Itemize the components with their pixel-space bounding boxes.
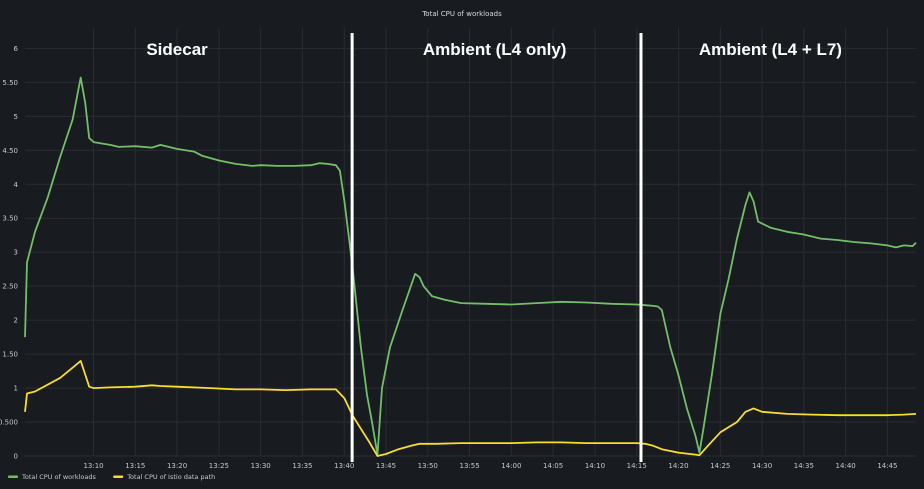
y-tick-label: 3 xyxy=(14,249,18,257)
x-tick-label: 13:45 xyxy=(376,462,396,470)
x-tick-label: 14:45 xyxy=(877,462,897,470)
x-tick-label: 13:35 xyxy=(292,462,312,470)
y-tick-label: 5 xyxy=(14,113,18,121)
x-axis: 13:10 13:15 13:20 13:25 13:30 13:35 13:40 13:45… xyxy=(83,462,897,470)
x-tick-label: 13:20 xyxy=(167,462,187,470)
y-tick-label: 0 xyxy=(14,453,18,461)
x-tick-label: 14:05 xyxy=(543,462,563,470)
legend-entry: Total CPU of workloads xyxy=(21,473,96,481)
legend-entry: Total CPU of Istio data path xyxy=(126,473,215,481)
x-tick-label: 14:00 xyxy=(501,462,521,470)
x-tick-label: 14:20 xyxy=(668,462,688,470)
grid xyxy=(25,28,916,456)
x-tick-label: 13:40 xyxy=(334,462,354,470)
series-lines xyxy=(25,78,916,456)
region-label: Ambient (L4 only) xyxy=(423,40,567,59)
y-tick-label: 4 xyxy=(14,181,19,189)
y-axis: 0 0.500 1 1.50 2 2.50 3 3.50 4 4.50 5 5.50 6 xyxy=(0,45,19,461)
chart-title: Total CPU of workloads xyxy=(421,10,502,18)
legend-swatch xyxy=(8,476,18,479)
x-tick-label: 13:50 xyxy=(418,462,438,470)
y-tick-label: 0.500 xyxy=(0,419,18,427)
x-tick-label: 14:40 xyxy=(836,462,856,470)
x-tick-label: 14:35 xyxy=(794,462,814,470)
x-tick-label: 13:30 xyxy=(251,462,271,470)
region-label: Sidecar xyxy=(146,40,208,59)
x-tick-label: 13:25 xyxy=(209,462,229,470)
legend[interactable]: Total CPU of workloads Total CPU of Istio… xyxy=(8,473,215,481)
x-tick-label: 13:55 xyxy=(460,462,480,470)
y-tick-label: 1.50 xyxy=(2,351,18,359)
y-tick-label: 2.50 xyxy=(2,283,18,291)
region-label: Ambient (L4 + L7) xyxy=(699,40,842,59)
x-tick-label: 13:10 xyxy=(83,462,103,470)
y-tick-label: 6 xyxy=(14,45,19,53)
region-dividers xyxy=(352,33,641,462)
x-tick-label: 14:15 xyxy=(627,462,647,470)
y-tick-label: 3.50 xyxy=(2,215,18,223)
x-tick-label: 14:10 xyxy=(585,462,605,470)
x-tick-label: 14:30 xyxy=(752,462,772,470)
x-tick-label: 13:15 xyxy=(125,462,145,470)
series-line-0 xyxy=(25,78,916,455)
y-tick-label: 5.50 xyxy=(2,79,18,87)
y-tick-label: 2 xyxy=(14,317,18,325)
x-tick-label: 14:25 xyxy=(710,462,730,470)
legend-swatch xyxy=(113,476,123,479)
y-tick-label: 4.50 xyxy=(2,147,18,155)
region-labels: Sidecar Ambient (L4 only) Ambient (L4 + L7… xyxy=(146,40,842,59)
series-line-1 xyxy=(25,361,916,456)
y-tick-label: 1 xyxy=(14,385,18,393)
